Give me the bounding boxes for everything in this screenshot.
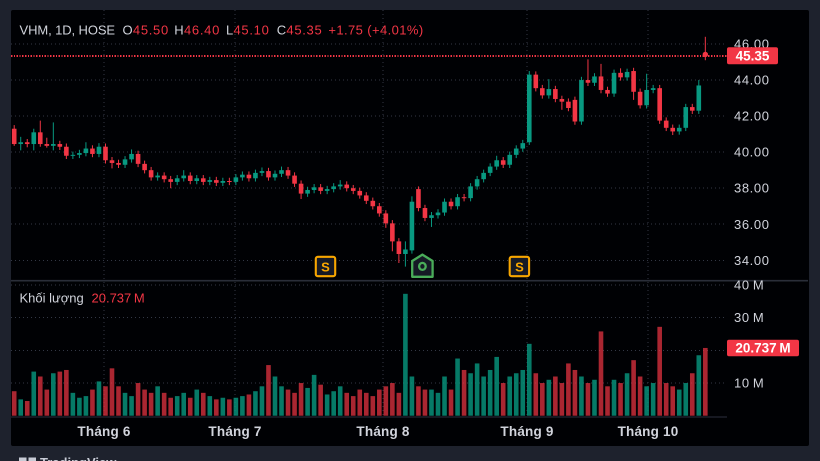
svg-text:20.737 M: 20.737 M [92,291,145,306]
svg-text:Tháng 10: Tháng 10 [618,424,679,439]
svg-text:S: S [515,259,524,274]
svg-text:34.00: 34.00 [734,253,770,268]
svg-text:+1.75 (+4.01%): +1.75 (+4.01%) [328,23,423,38]
svg-text:44.00: 44.00 [734,73,770,88]
svg-text:O: O [123,23,133,38]
svg-text:40 M: 40 M [734,278,764,293]
svg-text:40.00: 40.00 [734,145,770,160]
svg-text:L: L [226,23,233,38]
svg-text:Tháng 6: Tháng 6 [77,424,130,439]
svg-text:36.00: 36.00 [734,217,770,232]
svg-text:10 M: 10 M [734,376,764,391]
svg-text:Tháng 7: Tháng 7 [208,424,261,439]
svg-text:42.00: 42.00 [734,109,770,124]
svg-text:46.40: 46.40 [184,23,220,38]
svg-text:20.737 M: 20.737 M [735,341,790,356]
svg-text:Khối lượng: Khối lượng [20,291,84,306]
svg-text:Tháng 8: Tháng 8 [356,424,409,439]
svg-text:38.00: 38.00 [734,181,770,196]
svg-text:30 M: 30 M [734,310,764,325]
svg-text:TradingView: TradingView [40,455,117,461]
svg-text:C: C [277,23,286,38]
svg-text:Tháng 9: Tháng 9 [500,424,553,439]
svg-text:S: S [321,259,330,274]
svg-text:45.50: 45.50 [133,23,169,38]
svg-text:VHM, 1D, HOSE: VHM, 1D, HOSE [20,23,116,38]
svg-text:45.10: 45.10 [234,23,270,38]
svg-text:45.35: 45.35 [736,48,770,63]
svg-text:45.35: 45.35 [286,23,322,38]
svg-text:H: H [174,23,183,38]
